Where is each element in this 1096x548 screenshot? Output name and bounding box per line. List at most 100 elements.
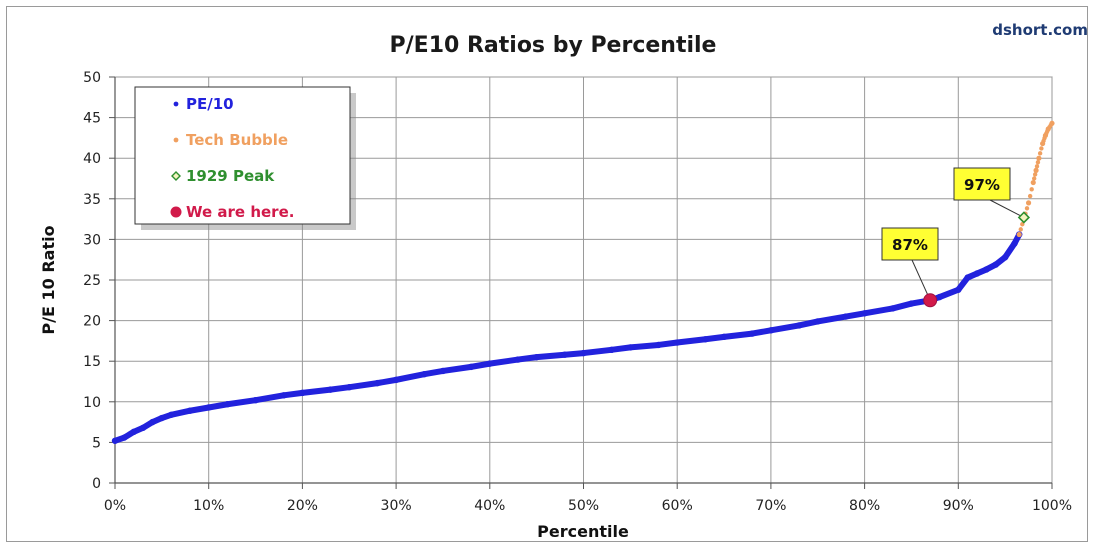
data-point-pe10	[936, 293, 943, 301]
legend-label: 1929 Peak	[186, 167, 275, 185]
data-point-pe10	[130, 428, 137, 436]
data-point-pe10	[327, 386, 334, 393]
data-point-pe10	[158, 414, 166, 422]
y-tick-label: 0	[92, 476, 101, 492]
legend-box	[134, 86, 351, 225]
data-point-pe10	[299, 389, 306, 397]
x-tick-label: 20%	[287, 498, 318, 514]
data-point-tech-bubble	[1016, 231, 1022, 238]
data-point-pe10	[1011, 240, 1018, 247]
data-point-tech-bubble	[1039, 146, 1044, 151]
data-point-tech-bubble	[1036, 155, 1042, 161]
data-point-pe10	[421, 370, 428, 378]
legend: PE/10 Tech Bubble 1929 Peak We are here.	[134, 86, 356, 230]
data-point-pe10	[561, 351, 568, 358]
data-point-pe10	[252, 396, 259, 404]
data-point-1929-peak	[1017, 211, 1031, 224]
data-point-pe10	[374, 379, 381, 387]
data-point-pe10	[720, 333, 728, 341]
chart-title: P/E10 Ratios by Percentile	[390, 33, 717, 58]
data-point-pe10	[205, 404, 212, 411]
x-tick-label: 70%	[755, 498, 786, 514]
data-point-pe10	[908, 300, 915, 307]
data-point-pe10	[280, 392, 287, 399]
x-tick-label: 0%	[104, 498, 126, 514]
data-point-pe10	[889, 305, 896, 312]
data-point-pe10	[486, 360, 493, 367]
data-point-pe10	[186, 407, 194, 414]
callout-leader	[911, 259, 931, 301]
annotation-87: 87%	[892, 236, 928, 254]
data-point-pe10	[439, 367, 447, 375]
data-point-pe10	[168, 411, 175, 418]
x-tick-label: 60%	[662, 498, 693, 514]
x-axis-title: Percentile	[537, 522, 629, 541]
data-point-pe10	[983, 266, 990, 273]
y-axis-title: P/E 10 Ratio	[39, 225, 58, 334]
data-point-pe10	[139, 424, 147, 431]
source-label: dshort.com	[992, 21, 1088, 39]
data-point-tech-bubble	[1034, 164, 1040, 169]
data-point-pe10	[814, 318, 821, 325]
data-point-tech-bubble	[1024, 206, 1030, 211]
y-tick-label: 5	[92, 435, 101, 451]
y-tick-label: 10	[83, 395, 101, 411]
data-point-pe10	[111, 437, 119, 444]
data-point-tech-bubble	[1035, 160, 1041, 165]
x-tick-label: 90%	[943, 498, 974, 514]
data-point-tech-bubble	[1025, 200, 1032, 206]
data-point-pe10	[121, 434, 128, 441]
x-tick-label: 100%	[1032, 498, 1072, 514]
data-point-pe10	[861, 310, 868, 317]
y-tick-label: 25	[83, 273, 101, 289]
x-tick-label: 40%	[474, 498, 505, 514]
legend-marker	[173, 101, 179, 107]
data-point-pe10	[795, 322, 803, 329]
data-point-tech-bubble	[1042, 135, 1047, 141]
data-point-pe10	[392, 376, 400, 384]
data-point-tech-bubble	[1048, 122, 1053, 128]
data-point-tech-bubble	[1033, 167, 1039, 173]
data-point-pe10	[346, 383, 353, 391]
y-tick-label: 50	[83, 70, 101, 86]
legend-marker	[171, 171, 181, 181]
y-tick-label: 30	[83, 232, 101, 248]
data-point-pe10	[580, 349, 587, 357]
data-point-pe10	[224, 401, 231, 408]
data-point-pe10	[992, 261, 999, 268]
data-point-pe10	[533, 353, 540, 361]
data-point-pe10	[964, 274, 971, 281]
data-point-pe10	[748, 330, 756, 337]
data-point-pe10	[608, 346, 615, 354]
data-point-tech-bubble	[1031, 176, 1037, 181]
callout-box	[881, 227, 939, 261]
legend-marker	[170, 206, 182, 218]
data-point-we-are-here	[923, 293, 938, 308]
y-tick-label: 45	[83, 111, 101, 127]
data-point-tech-bubble	[1045, 128, 1050, 134]
data-point-pe10	[1001, 254, 1009, 261]
data-point-pe10	[655, 341, 662, 349]
data-point-pe10	[955, 286, 962, 293]
x-tick-label: 80%	[849, 498, 880, 514]
legend-marker	[173, 137, 179, 143]
data-point-tech-bubble	[1018, 227, 1023, 232]
data-point-pe10	[467, 363, 475, 371]
x-tick-label: 50%	[568, 498, 599, 514]
data-point-pe10	[973, 270, 981, 277]
x-tick-label: 10%	[193, 498, 224, 514]
data-point-pe10	[767, 327, 775, 334]
callout-leader	[989, 199, 1025, 218]
x-tick-label: 30%	[381, 498, 412, 514]
data-point-pe10	[674, 339, 681, 346]
data-point-pe10	[514, 356, 522, 363]
callout-box	[953, 167, 1011, 201]
y-tick-label: 40	[83, 151, 101, 167]
y-tick-label: 15	[83, 354, 101, 370]
data-point-pe10	[702, 336, 709, 343]
data-point-tech-bubble	[1037, 151, 1043, 156]
data-point-tech-bubble	[1030, 179, 1036, 186]
legend-label: Tech Bubble	[186, 131, 288, 149]
y-tick-label: 20	[83, 314, 101, 330]
